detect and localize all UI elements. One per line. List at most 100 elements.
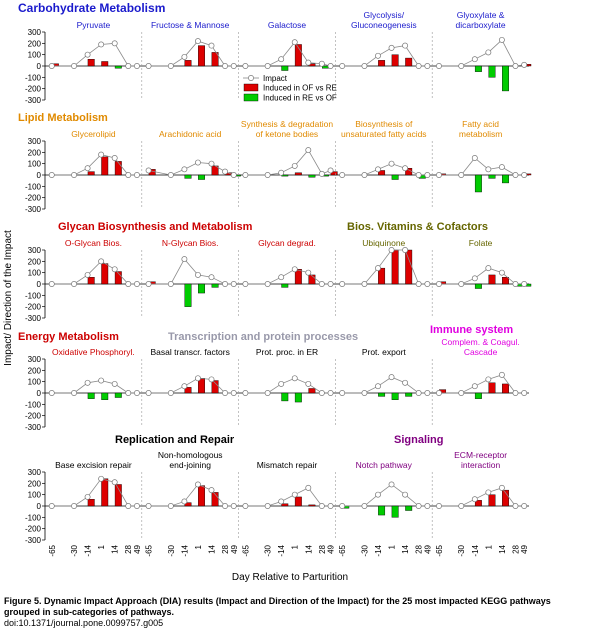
y-tick-label: -100 — [25, 291, 42, 300]
impact-point — [375, 265, 381, 272]
panel-5: Glycerolipid — [48, 129, 140, 178]
impact-point — [485, 489, 492, 496]
direction-bar — [281, 503, 289, 507]
y-tick-label: -100 — [25, 182, 42, 191]
y-tick-label: 0 — [37, 171, 42, 180]
impact-line — [438, 39, 525, 67]
panel-18: Prot. export — [335, 347, 431, 427]
panel-row-2: 300 200 100 0 -100 -200 -300 O-Glycan Bios. N-Gl… — [25, 238, 532, 323]
impact-point — [84, 493, 91, 500]
panel-title: Glycolysis/ — [363, 10, 404, 20]
impact-point — [375, 491, 381, 498]
impact-point — [98, 377, 105, 384]
direction-bar — [405, 505, 413, 511]
impact-point — [134, 172, 140, 178]
impact-point — [424, 172, 431, 178]
y-tick-label: 0 — [37, 502, 42, 511]
direction-bar — [502, 277, 509, 285]
y-axis-title: Impact/ Direction of the Impact — [3, 230, 14, 366]
direction-bar — [308, 274, 316, 285]
panel-title: ECM-receptor — [454, 450, 507, 460]
impact-point — [278, 498, 285, 505]
impact-point — [339, 390, 346, 396]
impact-point — [291, 491, 298, 498]
direction-bar — [405, 57, 413, 67]
x-tick-label: -65 — [241, 544, 250, 556]
dia-figure: Carbohydrate Metabolism Lipid Metabolism G… — [3, 1, 532, 583]
impact-point — [471, 275, 478, 282]
impact-point — [291, 375, 298, 382]
direction-bar — [474, 500, 482, 507]
impact-point — [388, 481, 395, 488]
impact-point — [436, 63, 442, 69]
direction-bar — [211, 380, 219, 394]
impact-point — [318, 60, 325, 67]
x-tick-label: 28 — [221, 544, 230, 553]
y-tick-label: -300 — [25, 96, 42, 105]
impact-point — [402, 247, 409, 253]
impact-point — [264, 63, 271, 69]
impact-point — [48, 390, 55, 396]
direction-bar — [405, 392, 413, 397]
panel-title: Galactose — [268, 20, 307, 30]
panel-title: N-Glycan Bios. — [162, 238, 219, 248]
impact-point — [458, 63, 465, 69]
impact-point — [402, 379, 409, 386]
impact-point — [48, 172, 55, 178]
x-tick-label: 28 — [124, 544, 133, 553]
x-tick-label: 49 — [133, 544, 142, 553]
impact-point — [84, 379, 91, 386]
impact-point — [84, 165, 91, 172]
x-tick-label: -65 — [48, 544, 57, 556]
panel-20: Base excision repair -65 -30 -14 1 14 28 49 — [48, 460, 142, 557]
panel-10: O-Glycan Bios. — [48, 238, 140, 287]
legend-impact-marker — [248, 75, 254, 81]
y-tick-label: 100 — [28, 269, 42, 278]
impact-point — [208, 376, 215, 383]
panel-title: Pyruvate — [77, 20, 111, 30]
impact-point — [498, 269, 505, 276]
caption-doi: doi:10.1371/journal.pone.0099757.g005 — [4, 618, 164, 628]
impact-point — [125, 503, 132, 509]
direction-bar — [294, 496, 302, 507]
impact-point — [194, 375, 201, 382]
impact-point — [242, 63, 249, 69]
panel-title: Cascade — [464, 347, 498, 357]
panel-14: Folate — [431, 238, 532, 318]
y-tick-label: -300 — [25, 423, 42, 432]
impact-point — [181, 166, 188, 173]
impact-point — [278, 380, 285, 387]
panel-16: Basal transcr. factors — [141, 347, 237, 427]
y-tick-label: 300 — [28, 28, 42, 37]
direction-bar — [87, 59, 95, 67]
direction-bar — [114, 392, 122, 398]
impact-point — [415, 390, 422, 396]
impact-point — [361, 390, 368, 396]
direction-bar — [114, 271, 122, 285]
impact-point — [498, 164, 505, 171]
panel-title: Mismatch repair — [257, 460, 318, 470]
direction-bar — [198, 174, 205, 180]
direction-bar — [294, 269, 302, 285]
impact-point — [222, 168, 228, 175]
impact-point — [388, 44, 395, 51]
direction-bar — [87, 171, 95, 176]
impact-point — [278, 56, 285, 63]
impact-point — [242, 172, 249, 178]
direction-bar — [391, 249, 399, 285]
category-label-1: Lipid Metabolism — [18, 112, 108, 124]
direction-bar — [405, 249, 413, 285]
panel-title: metabolism — [459, 129, 502, 139]
impact-point — [327, 281, 334, 287]
x-tick-label: -14 — [84, 544, 93, 556]
x-axis-title: Day Relative to Parturition — [232, 572, 348, 583]
impact-point — [291, 266, 298, 273]
impact-point — [71, 172, 77, 178]
impact-point — [458, 172, 465, 178]
y-tick-label: 200 — [28, 148, 42, 157]
panel-2: Galactose — [238, 20, 334, 100]
direction-bar — [87, 392, 95, 399]
y-tick-label: 300 — [28, 468, 42, 477]
panel-title: Biosynthesis of — [355, 119, 413, 129]
